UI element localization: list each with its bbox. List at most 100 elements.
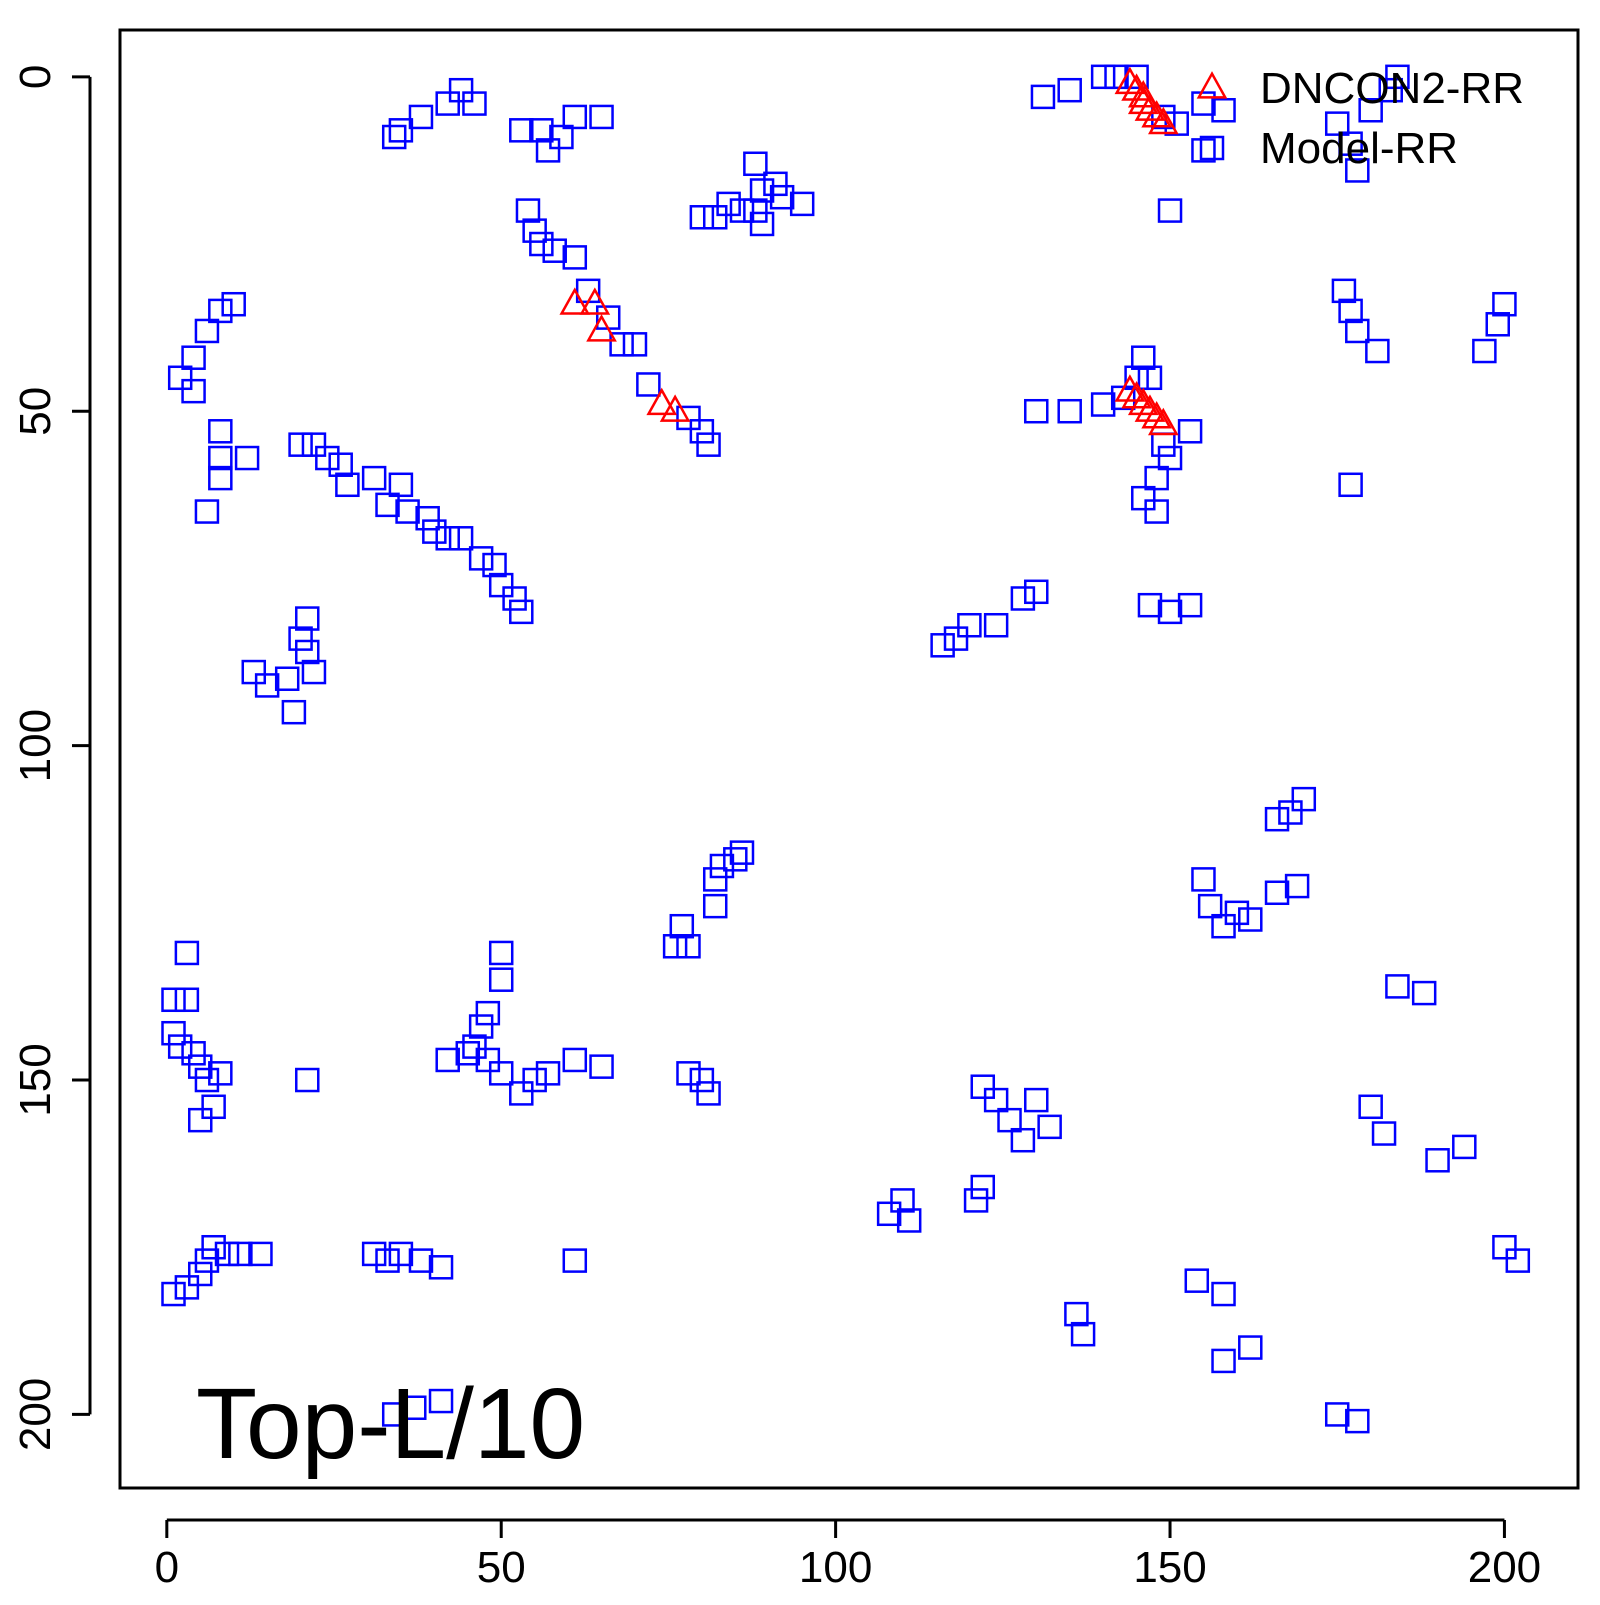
model-rr-point <box>1492 291 1517 317</box>
model-rr-point <box>488 572 514 598</box>
model-rr-point <box>696 1081 721 1106</box>
model-rr-point <box>1238 1335 1263 1360</box>
dncon2-rr-point <box>659 394 691 422</box>
model-rr-point <box>723 847 748 872</box>
model-rr-point <box>669 913 695 939</box>
model-rr-point <box>515 198 541 223</box>
model-rr-point <box>876 1201 902 1227</box>
model-rr-point <box>468 1014 494 1039</box>
plot-frame <box>118 28 1580 1490</box>
model-rr-point <box>689 1067 715 1093</box>
model-rr-point <box>963 1188 989 1213</box>
legend-square-symbol <box>1199 135 1225 161</box>
dncon2-rr-point <box>646 387 678 416</box>
model-rr-point <box>201 1094 226 1120</box>
model-rr-point <box>1137 592 1163 618</box>
model-rr-point <box>509 1081 534 1106</box>
model-rr-point <box>161 1020 186 1046</box>
model-rr-point <box>1090 64 1116 90</box>
model-rr-point <box>509 118 534 143</box>
dncon2-rr-point <box>559 287 591 315</box>
dncon2-rr-point <box>1114 66 1146 95</box>
model-rr-point <box>1324 111 1350 136</box>
model-rr-point <box>1151 104 1176 130</box>
dncon2-rr-point <box>1148 407 1179 436</box>
model-rr-point <box>181 345 206 370</box>
model-rr-point <box>361 1241 387 1267</box>
model-rr-point <box>1211 913 1236 939</box>
dncon2-rr-point <box>1141 401 1172 429</box>
model-rr-point <box>174 987 200 1013</box>
model-rr-point <box>609 332 634 357</box>
model-rr-point <box>188 1054 213 1079</box>
model-rr-point <box>1030 84 1056 110</box>
model-rr-point <box>234 445 260 471</box>
model-rr-point <box>676 934 701 959</box>
model-rr-series <box>161 64 1531 1434</box>
model-rr-point <box>315 445 340 471</box>
model-rr-point <box>201 1234 226 1260</box>
legend-label: Model-RR <box>1260 124 1458 173</box>
model-rr-point <box>288 432 313 457</box>
model-rr-point <box>375 492 400 518</box>
y-axis: 0 50 100 150 200 <box>11 65 92 1451</box>
model-rr-point <box>1064 1301 1089 1327</box>
model-rr-point <box>970 1174 996 1200</box>
model-rr-point <box>702 867 728 892</box>
model-rr-point <box>930 633 955 658</box>
model-rr-point <box>381 1402 407 1427</box>
dncon2-rr-series <box>559 66 1179 436</box>
model-rr-point <box>161 1281 186 1307</box>
model-rr-point <box>408 104 434 130</box>
model-rr-point <box>208 465 233 491</box>
model-rr-point <box>542 238 567 263</box>
model-rr-point <box>488 1061 514 1086</box>
model-rr-point <box>455 1041 481 1066</box>
model-rr-point <box>1090 392 1116 417</box>
model-rr-point <box>1425 1148 1450 1173</box>
model-rr-point <box>1144 499 1169 524</box>
dncon2-rr-point <box>579 287 611 315</box>
model-rr-point <box>1278 800 1303 825</box>
model-rr-point <box>1131 345 1156 370</box>
model-rr-point <box>281 699 307 725</box>
model-rr-point <box>1177 592 1203 618</box>
dncon2-rr-point <box>1127 86 1159 115</box>
model-rr-point <box>749 211 775 237</box>
model-rr-point <box>221 291 246 317</box>
model-rr-point <box>709 853 735 879</box>
model-rr-point <box>194 499 220 524</box>
model-rr-point <box>1358 1094 1383 1120</box>
model-rr-point <box>422 519 447 544</box>
model-rr-point <box>295 606 320 631</box>
model-rr-point <box>475 1047 501 1073</box>
model-rr-point <box>1385 64 1410 90</box>
model-rr-point <box>1010 586 1036 611</box>
model-rr-point <box>375 1248 400 1273</box>
y-tick-label: 150 <box>11 1043 60 1116</box>
model-rr-point <box>689 205 715 230</box>
model-rr-point <box>181 378 206 404</box>
model-rr-point <box>502 586 527 611</box>
model-rr-point <box>161 987 186 1013</box>
model-rr-point <box>1157 599 1183 625</box>
model-rr-point <box>522 218 547 243</box>
model-rr-point <box>335 472 360 498</box>
model-rr-point <box>174 1275 200 1300</box>
legend-triangle-symbol <box>1196 71 1228 99</box>
model-rr-point <box>1024 398 1049 424</box>
model-rr-point <box>167 365 193 391</box>
model-rr-point <box>428 1255 454 1280</box>
model-rr-point <box>1338 472 1363 498</box>
model-rr-point <box>361 465 387 491</box>
x-tick-label: 100 <box>799 1543 872 1592</box>
model-rr-point <box>301 432 327 457</box>
model-rr-point <box>388 118 414 143</box>
model-rr-point <box>1365 338 1390 364</box>
model-rr-point <box>549 124 574 150</box>
y-tick-label: 200 <box>11 1378 60 1451</box>
corner-label: Top-L/10 <box>196 1368 585 1480</box>
model-rr-point <box>702 893 728 919</box>
model-rr-point <box>181 1041 206 1066</box>
